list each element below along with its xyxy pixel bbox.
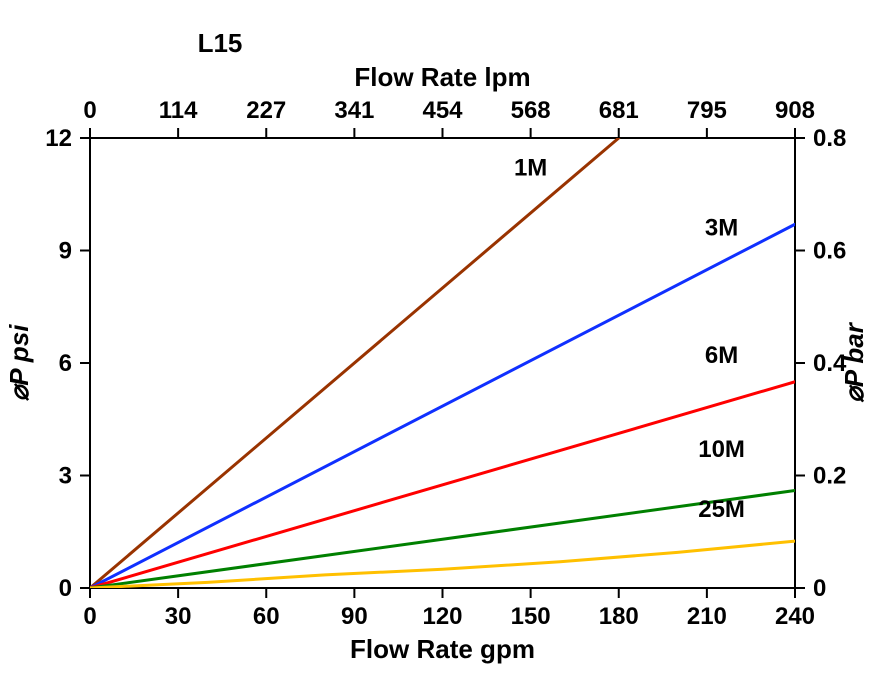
x-tick-label: 120 (422, 603, 462, 630)
y-tick-label: 3 (59, 463, 72, 490)
y-tick-label-right: 0.2 (813, 463, 846, 490)
x-tick-label-top: 227 (246, 97, 286, 124)
x-tick-label: 90 (341, 603, 368, 630)
y-tick-label: 6 (59, 350, 72, 377)
x-tick-label-top: 0 (83, 97, 96, 124)
x-tick-label: 30 (165, 603, 192, 630)
x-tick-label: 210 (687, 603, 727, 630)
chart-title: L15 (198, 28, 243, 58)
x-tick-label: 150 (511, 603, 551, 630)
series-label-3M: 3M (705, 215, 738, 242)
y-tick-label-right: 0.8 (813, 125, 846, 152)
x-tick-label: 180 (599, 603, 639, 630)
x-axis-label-top: Flow Rate lpm (354, 62, 530, 92)
x-tick-label: 240 (775, 603, 815, 630)
x-tick-label-top: 454 (422, 97, 463, 124)
x-tick-label-top: 114 (159, 97, 198, 124)
y-tick-label: 0 (59, 575, 72, 602)
x-tick-label-top: 341 (334, 97, 374, 124)
chart-container: 0306090120150180210240Flow Rate gpm01142… (0, 0, 882, 698)
chart-svg: 0306090120150180210240Flow Rate gpm01142… (0, 0, 882, 698)
y-tick-label: 9 (59, 238, 72, 265)
y-tick-label-right: 0 (813, 575, 826, 602)
x-tick-label: 60 (253, 603, 280, 630)
series-label-6M: 6M (705, 342, 738, 369)
x-tick-label: 0 (83, 603, 96, 630)
y-tick-label: 12 (45, 125, 72, 152)
y-tick-label-right: 0.6 (813, 238, 846, 265)
x-tick-label-top: 795 (687, 97, 727, 124)
x-axis-label-bottom: Flow Rate gpm (350, 634, 535, 664)
x-tick-label-top: 681 (599, 97, 639, 124)
x-tick-label-top: 568 (511, 97, 551, 124)
y-axis-label-right: ⌀P bar (839, 321, 869, 403)
series-label-25M: 25M (698, 496, 745, 523)
x-tick-label-top: 908 (775, 97, 815, 124)
series-label-10M: 10M (698, 436, 745, 463)
y-axis-label-left: ⌀P psi (4, 324, 34, 402)
series-label-1M: 1M (514, 155, 547, 182)
